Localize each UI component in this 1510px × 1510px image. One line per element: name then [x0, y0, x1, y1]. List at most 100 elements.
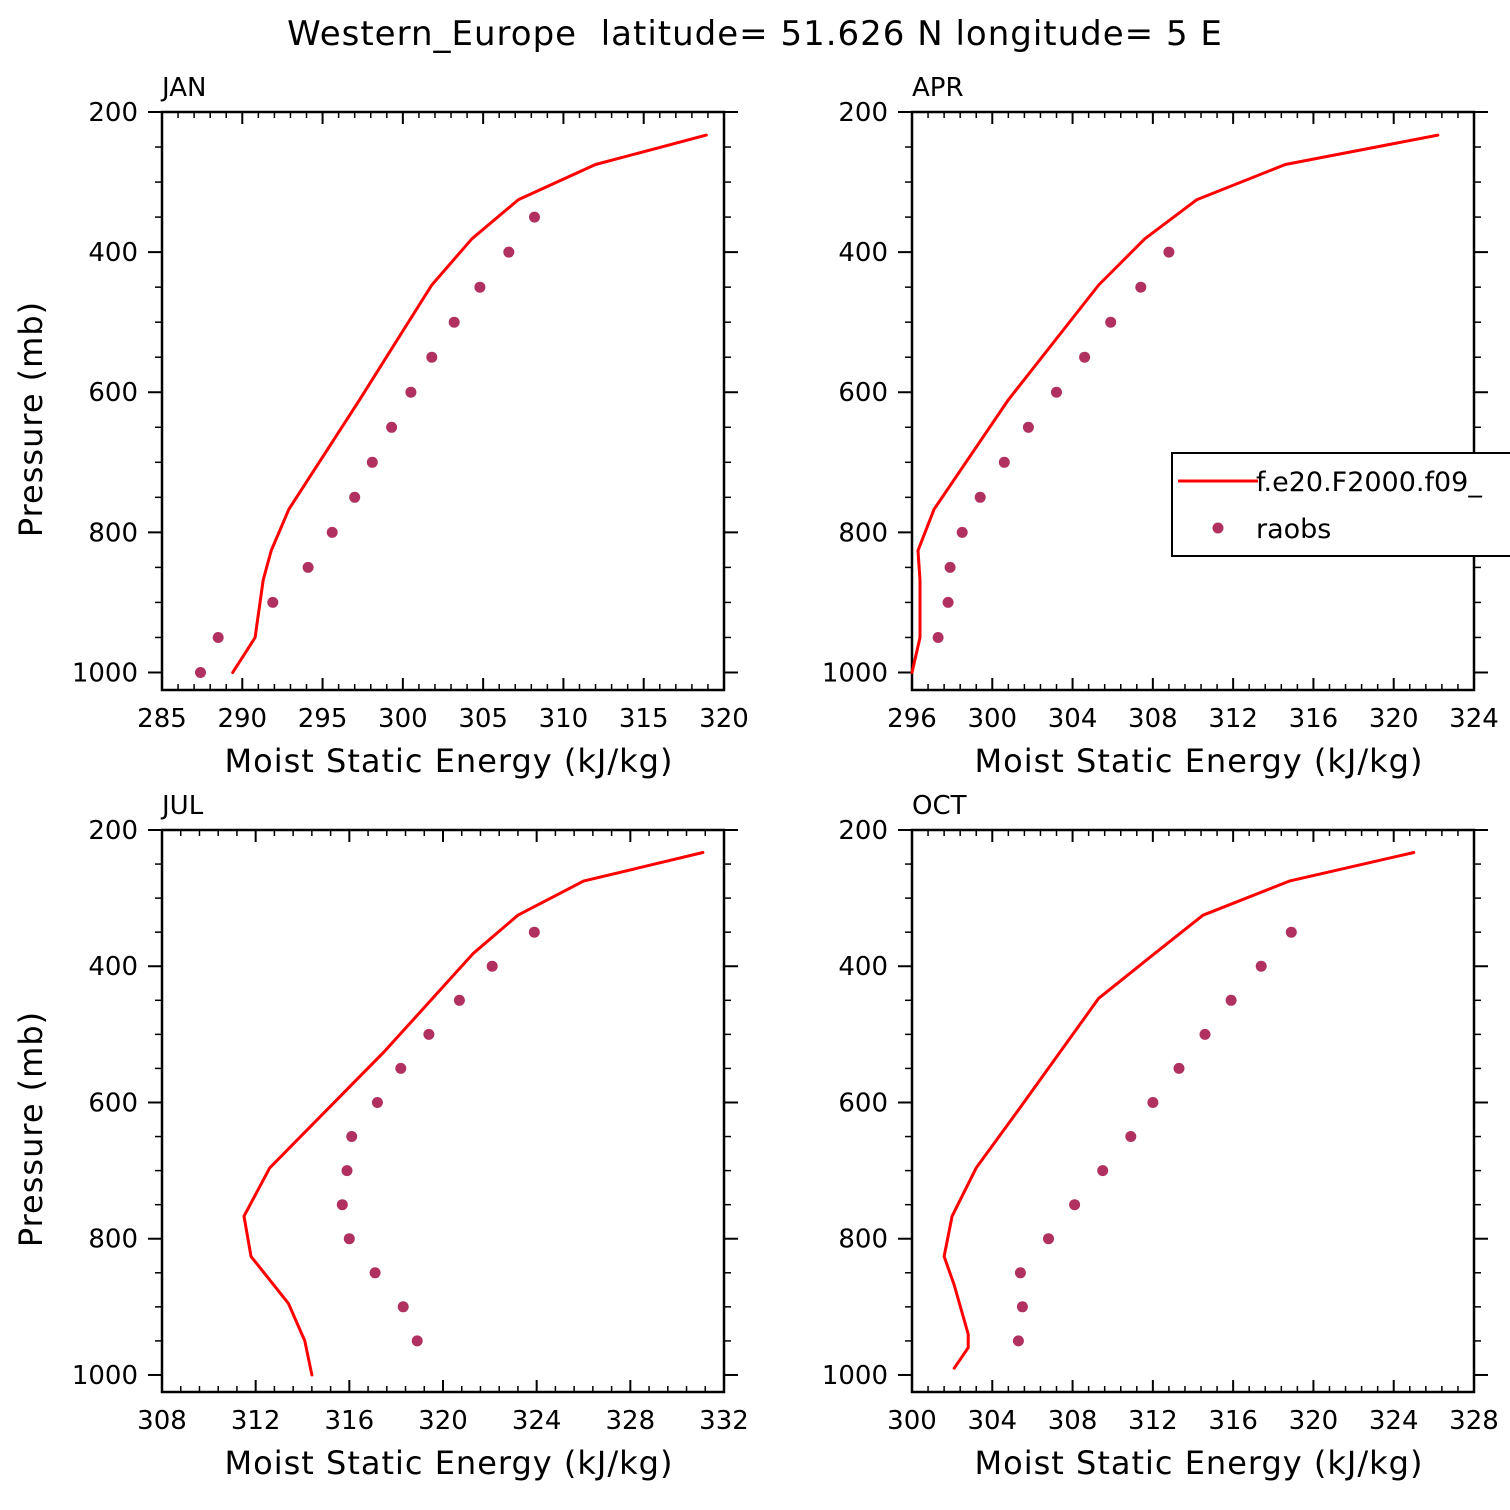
x-tick-label: 296 [887, 704, 937, 734]
raobs-point [1285, 926, 1297, 938]
raobs-point [302, 561, 314, 573]
raobs-point [326, 526, 338, 538]
raobs-point [423, 1028, 435, 1040]
x-tick-label: 308 [1048, 1406, 1098, 1436]
x-tick-label: 324 [512, 1406, 562, 1436]
x-tick-label: 308 [1128, 704, 1178, 734]
x-axis-label: Moist Static Energy (kJ/kg) [225, 742, 674, 780]
panel-title: JUL [160, 791, 204, 821]
raobs-point [1163, 246, 1175, 258]
legend: f.e20.F2000.f09_raobs [1171, 452, 1510, 557]
raobs-point [397, 1301, 409, 1313]
y-tick-label: 1000 [822, 658, 888, 688]
raobs-point [448, 316, 460, 328]
raobs-point [1079, 351, 1091, 363]
model-profile-line [910, 133, 1440, 674]
x-tick-label: 300 [967, 704, 1017, 734]
x-tick-label: 304 [1048, 704, 1098, 734]
x-axis-label: Moist Static Energy (kJ/kg) [975, 1444, 1424, 1482]
x-tick-label: 305 [458, 704, 508, 734]
legend-marker-swatch [1212, 522, 1224, 534]
y-tick-label: 600 [838, 378, 888, 408]
y-tick-label: 400 [838, 952, 888, 982]
x-tick-label: 332 [699, 1406, 749, 1436]
x-tick-label: 300 [378, 704, 428, 734]
raobs-point [503, 246, 515, 258]
raobs-point [369, 1267, 381, 1279]
panel-apr: 296 300 304 308 312 316 320 324 200 400 600 800 1000… [822, 73, 1499, 780]
x-axis-label: Moist Static Energy (kJ/kg) [225, 1444, 674, 1482]
panel-jan: 285 290 295 300 305 310 315 320 200 400 600 800 1000… [12, 73, 749, 780]
raobs-point [1105, 316, 1117, 328]
x-tick-label: 324 [1449, 704, 1499, 734]
x-tick-label: 285 [137, 704, 187, 734]
x-tick-label: 320 [1289, 1406, 1339, 1436]
raobs-point [1125, 1131, 1137, 1142]
raobs-point [386, 421, 398, 433]
x-tick-label: 324 [1369, 1406, 1419, 1436]
y-tick-label: 600 [88, 378, 138, 408]
raobs-point [956, 526, 968, 538]
y-tick-label: 1000 [72, 658, 138, 688]
raobs-point [1135, 281, 1147, 293]
raobs-point [1069, 1199, 1081, 1211]
raobs-point [1225, 994, 1237, 1006]
x-tick-label: 312 [231, 1406, 281, 1436]
raobs-point [411, 1335, 423, 1347]
raobs-point [1255, 960, 1267, 972]
raobs-point [998, 456, 1010, 468]
y-axis-label: Pressure (mb) [12, 1011, 50, 1247]
y-tick-label: 200 [88, 98, 138, 128]
model-profile-line [231, 133, 708, 674]
raobs-point [453, 994, 465, 1006]
x-tick-label: 328 [606, 1406, 656, 1436]
x-tick-label: 304 [967, 1406, 1017, 1436]
y-tick-label: 200 [88, 816, 138, 846]
x-tick-label: 295 [298, 704, 348, 734]
raobs-point [341, 1165, 353, 1177]
x-tick-label: 316 [1289, 704, 1339, 734]
y-tick-label: 200 [838, 816, 888, 846]
raobs-point [944, 561, 956, 573]
raobs-point [366, 456, 378, 468]
raobs-point [267, 596, 279, 608]
raobs-point [486, 960, 498, 972]
raobs-point [346, 1131, 358, 1142]
y-tick-label: 400 [88, 952, 138, 982]
legend-obs-label: raobs [1256, 514, 1331, 545]
plot-frame [160, 110, 726, 692]
y-axis-label: Pressure (mb) [12, 301, 50, 537]
raobs-point [371, 1097, 383, 1108]
raobs-point [426, 351, 438, 363]
x-axis-label: Moist Static Energy (kJ/kg) [975, 742, 1424, 780]
x-tick-label: 310 [539, 704, 589, 734]
y-tick-label: 1000 [72, 1361, 138, 1391]
panel-title: JAN [160, 73, 206, 103]
x-tick-label: 320 [1369, 704, 1419, 734]
legend-box [1171, 452, 1510, 557]
raobs-point [1051, 386, 1062, 398]
x-tick-label: 316 [1208, 1406, 1258, 1436]
x-tick-label: 316 [325, 1406, 375, 1436]
raobs-point [474, 281, 486, 293]
raobs-point [942, 596, 954, 608]
raobs-point [1022, 421, 1034, 433]
x-tick-label: 315 [619, 704, 669, 734]
y-tick-label: 800 [838, 518, 888, 548]
x-tick-label: 320 [699, 704, 749, 734]
model-profile-line [242, 851, 705, 1377]
x-tick-label: 300 [887, 1406, 937, 1436]
raobs-point [1199, 1028, 1211, 1040]
raobs-point [1043, 1233, 1054, 1245]
raobs-point [212, 632, 224, 643]
plot-frame [160, 828, 726, 1394]
raobs-point [528, 926, 540, 938]
y-tick-label: 800 [838, 1225, 888, 1255]
raobs-point [395, 1062, 407, 1074]
panel-title: APR [912, 73, 964, 103]
x-tick-label: 290 [217, 704, 267, 734]
raobs-point [1014, 1267, 1026, 1279]
panels: 285 290 295 300 305 310 315 320 200 400 600 800 1000… [12, 73, 1499, 1482]
x-tick-label: 328 [1449, 1406, 1499, 1436]
y-tick-label: 800 [88, 518, 138, 548]
